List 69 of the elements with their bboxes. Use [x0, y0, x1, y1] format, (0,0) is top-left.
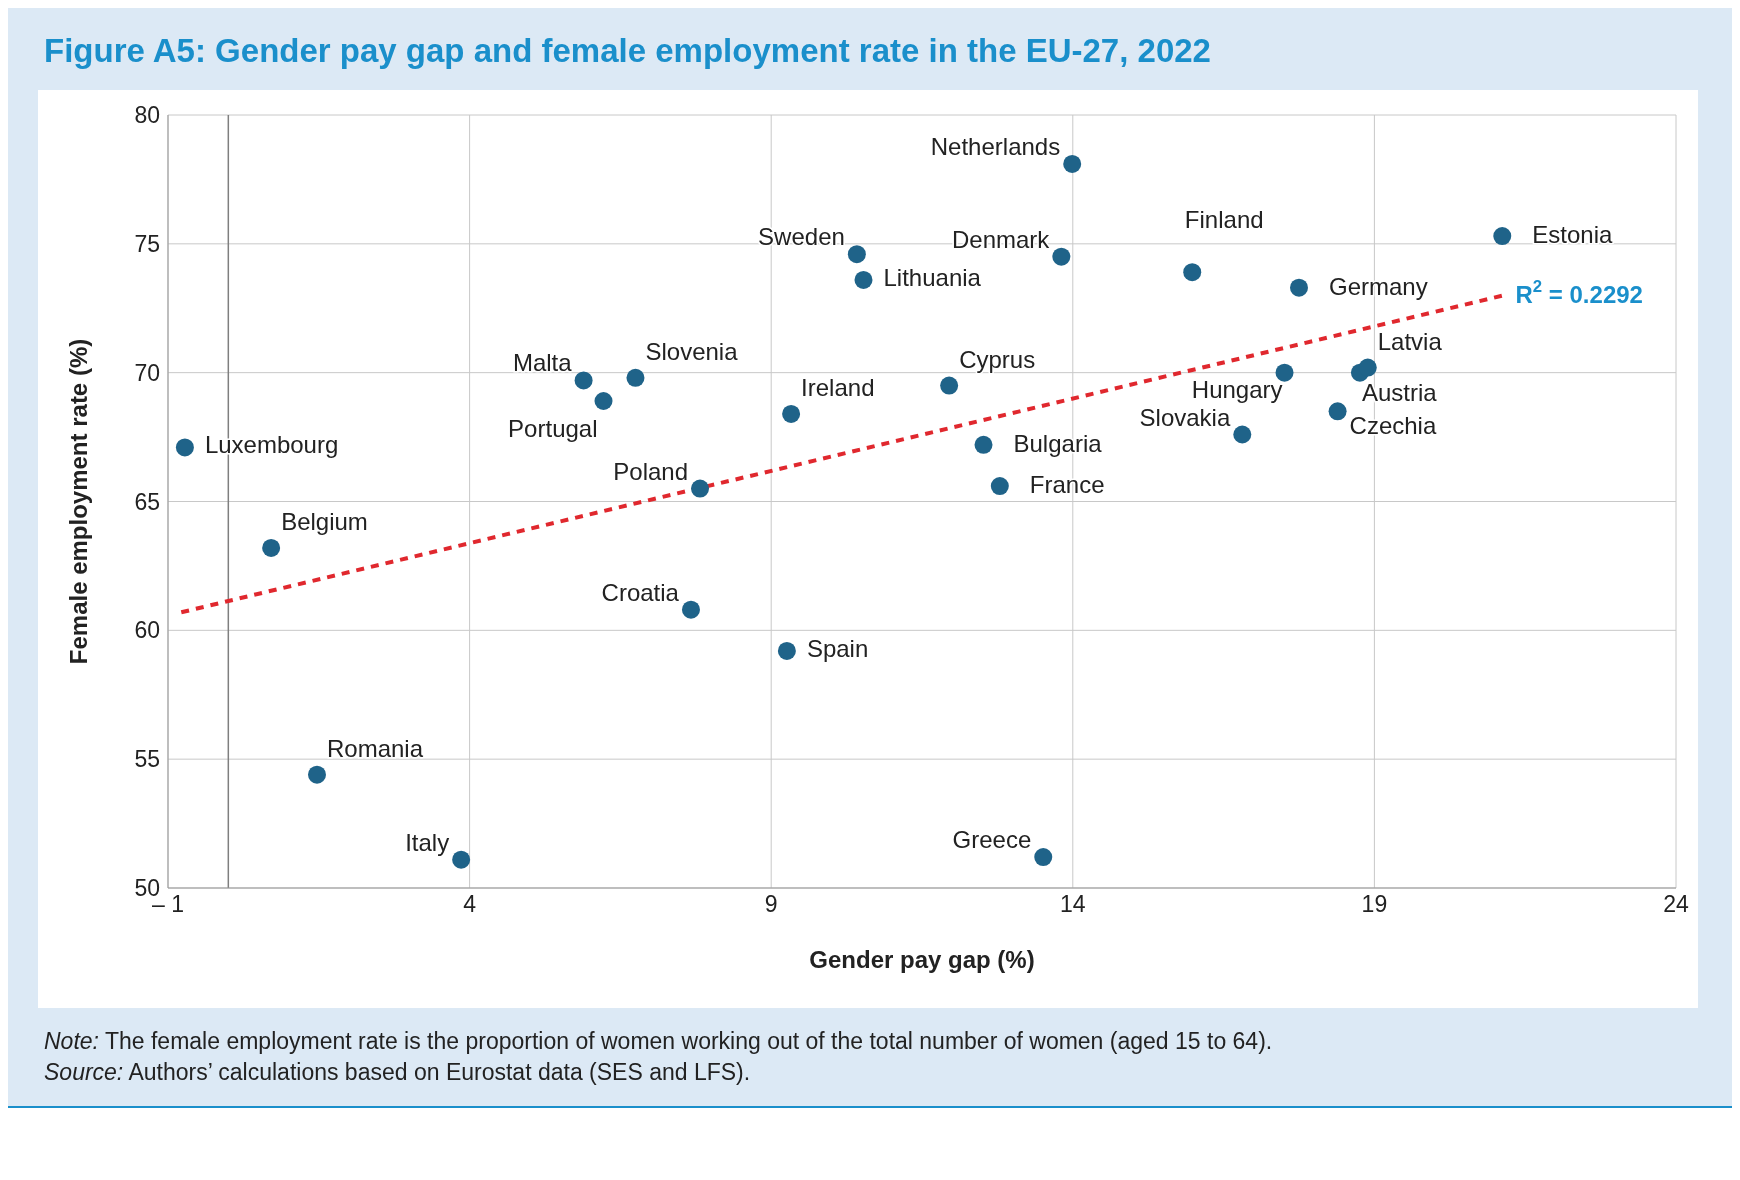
x-tick-label: 9	[764, 891, 778, 918]
x-tick-label: 24	[1663, 891, 1689, 918]
point	[452, 850, 471, 869]
point	[777, 641, 796, 660]
source-note: Source: Authors’ calculations based on Eurostat data (SES and LFS).	[44, 1059, 751, 1086]
annotation: Bulgaria	[1013, 430, 1103, 458]
annotation: Poland	[613, 457, 689, 485]
y-tick-label: 65	[134, 488, 160, 515]
point	[974, 435, 993, 454]
annotation: Belgium	[281, 508, 368, 536]
point	[594, 392, 613, 411]
annotation: Lithuania	[883, 264, 982, 292]
point	[262, 538, 281, 557]
point	[1493, 227, 1512, 246]
annotation: Portugal	[508, 415, 598, 443]
annotation: Finland	[1184, 206, 1264, 234]
annotation: Latvia	[1377, 327, 1443, 355]
point	[990, 477, 1009, 496]
annotation: Romania	[326, 734, 424, 762]
x-tick-label: 4	[463, 891, 477, 918]
annotation: Malta	[512, 349, 573, 377]
annotation: Germany	[1329, 272, 1428, 300]
annotation: Slovenia	[645, 338, 739, 366]
point	[1034, 848, 1053, 867]
annotation: Denmark	[951, 226, 1051, 254]
point	[626, 368, 645, 387]
point	[1183, 263, 1202, 282]
y-tick-label: 60	[134, 617, 160, 644]
annotation: Estonia	[1532, 221, 1613, 249]
y-tick-label: 75	[134, 231, 160, 257]
x-axis-title: Gender pay gap (%)	[809, 946, 1035, 973]
annotation: France	[1029, 471, 1105, 499]
point	[782, 404, 801, 423]
point	[681, 600, 700, 619]
annotation: Sweden	[758, 223, 845, 251]
annotation: Czechia	[1349, 412, 1437, 440]
annotation: Netherlands	[930, 133, 1061, 161]
point	[1052, 247, 1071, 266]
point	[307, 765, 326, 784]
x-tick-label: 14	[1060, 891, 1086, 918]
point	[691, 479, 710, 498]
point	[1275, 363, 1294, 382]
annotation: Ireland	[801, 374, 875, 402]
y-tick-label: 80	[134, 102, 160, 129]
annotation: Spain	[806, 635, 869, 663]
annotation: Italy	[405, 829, 450, 856]
annotation: Austria	[1361, 379, 1438, 407]
x-tick-label: 19	[1361, 891, 1388, 918]
point	[1290, 278, 1308, 297]
y-axis-title: Female employment rate (%)	[64, 338, 92, 665]
point	[574, 371, 593, 390]
annotation: Hungary	[1191, 376, 1283, 404]
point	[1233, 425, 1252, 444]
point	[1358, 358, 1377, 377]
text: Note: The female employment rate is the proportion of women working out of the total number of women (aged 15 to 64).	[44, 1028, 1273, 1054]
point	[1328, 402, 1347, 421]
annotation: Cyprus	[959, 345, 1036, 373]
point	[847, 245, 866, 264]
annotation: Croatia	[601, 579, 680, 607]
annotation: Slovakia	[1139, 403, 1231, 431]
annotation: R$^{2}$ = 0.2292	[1515, 277, 1643, 309]
point	[175, 438, 194, 457]
point	[854, 270, 873, 289]
y-tick-label: 70	[134, 359, 160, 386]
point	[940, 376, 959, 395]
y-tick-label: 55	[134, 746, 160, 773]
point	[1063, 154, 1082, 173]
chart-title: Figure A5: Gender pay gap and female employment rate in the EU-27, 2022	[44, 32, 1211, 69]
annotation: Greece	[952, 826, 1032, 854]
